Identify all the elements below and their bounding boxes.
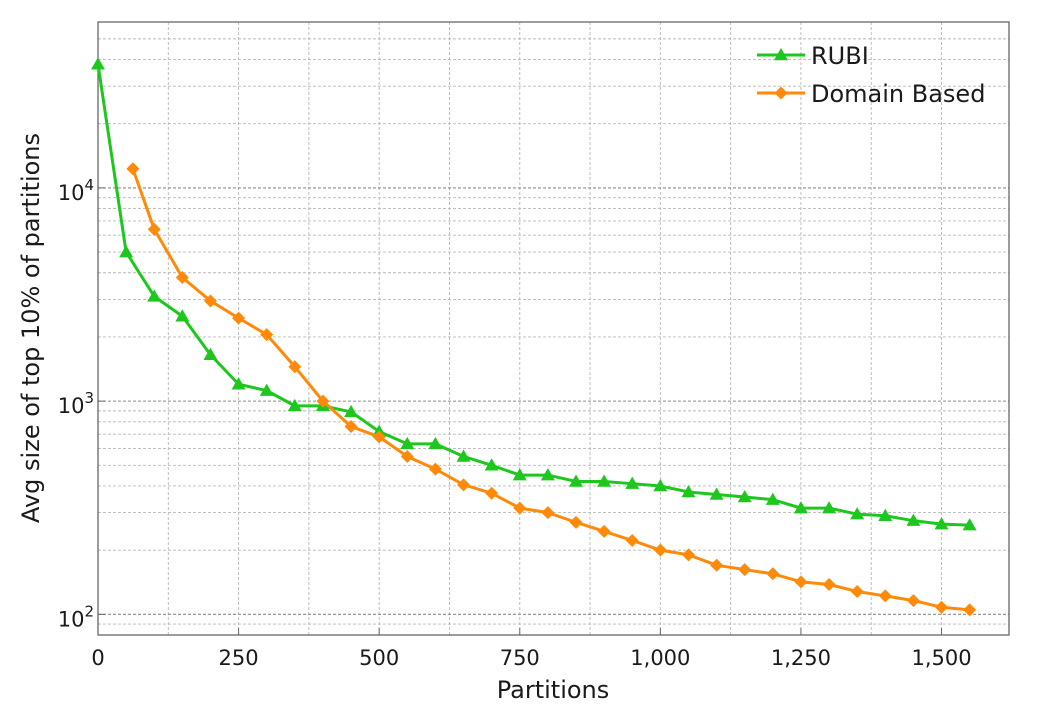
data-point [484, 458, 499, 471]
legend-marker [774, 48, 788, 61]
data-point [147, 222, 161, 236]
data-point [793, 501, 808, 514]
data-point [906, 594, 920, 608]
legend-label: Domain Based [811, 80, 985, 108]
data-point [231, 377, 246, 390]
data-point [681, 484, 696, 498]
data-point [850, 584, 864, 598]
data-point [850, 507, 865, 520]
x-tick-label: 250 [219, 646, 259, 670]
data-point [344, 404, 359, 418]
data-point [126, 162, 140, 176]
data-point [513, 501, 527, 515]
data-point [372, 430, 386, 444]
data-point [766, 567, 780, 581]
data-point [963, 603, 977, 617]
axes: 0 250 500 750 1,000 1,250 1,500 102 103 104 [58, 21, 1010, 670]
data-point [428, 436, 443, 450]
data-point [625, 533, 639, 547]
data-point [962, 518, 977, 531]
data-point [822, 501, 837, 514]
data-point [709, 487, 724, 500]
legend-label: RUBI [811, 42, 869, 70]
data-point [147, 289, 162, 302]
data-point [597, 474, 612, 487]
legend: RUBI Domain Based [757, 42, 985, 108]
y-axis-label: Avg size of top 10% of partitions [17, 133, 45, 523]
data-point [259, 383, 274, 396]
data-point [597, 524, 611, 538]
data-point [541, 506, 555, 520]
x-tick-label: 1,000 [630, 646, 690, 670]
data-point [653, 478, 668, 492]
data-point [287, 398, 302, 412]
data-point [906, 513, 921, 526]
data-point [400, 436, 415, 450]
legend-entry: RUBI [757, 42, 869, 70]
legend-marker [774, 86, 788, 100]
legend-entry: Domain Based [757, 80, 985, 108]
x-tick-label: 750 [500, 646, 540, 670]
data-point [569, 515, 583, 529]
data-point [428, 462, 442, 476]
data-point [822, 578, 836, 592]
data-point [260, 328, 274, 342]
x-tick-label: 1,500 [911, 646, 971, 670]
plot-frame [97, 21, 1010, 636]
y-tick-label: 102 [58, 602, 94, 631]
data-point [400, 449, 414, 463]
series-domain-based [126, 162, 977, 617]
data-point [485, 486, 499, 500]
data-point [710, 558, 724, 572]
data-point [540, 468, 555, 481]
data-point [456, 449, 471, 462]
data-point [203, 294, 217, 308]
data-point [737, 490, 752, 503]
data-point [878, 589, 892, 603]
data-point [738, 563, 752, 577]
x-axis-label: Partitions [497, 676, 610, 704]
data-point [653, 543, 667, 557]
data-point [91, 57, 105, 70]
grid [98, 21, 1009, 636]
data-point [794, 575, 808, 589]
data-point [344, 420, 358, 434]
data-point [288, 360, 302, 374]
x-tick-label: 1,250 [771, 646, 831, 670]
y-tick-label: 103 [58, 389, 94, 418]
plot-area [91, 57, 977, 617]
data-point [175, 309, 190, 322]
data-point [119, 245, 134, 258]
data-point [568, 474, 583, 487]
x-tick-label: 500 [359, 646, 399, 670]
series-line [96, 64, 970, 527]
data-point [625, 476, 640, 489]
data-point [232, 311, 246, 325]
data-point [203, 347, 218, 361]
data-point [457, 478, 471, 492]
y-tick-label: 104 [58, 176, 94, 205]
data-point [935, 600, 949, 614]
data-point [175, 271, 189, 285]
data-point [765, 492, 780, 505]
data-point [316, 394, 330, 408]
data-point [681, 548, 695, 562]
x-tick-label: 0 [91, 646, 104, 670]
series-rubi [91, 57, 977, 531]
data-point [512, 468, 527, 481]
data-point [934, 517, 949, 530]
data-point [878, 508, 893, 521]
